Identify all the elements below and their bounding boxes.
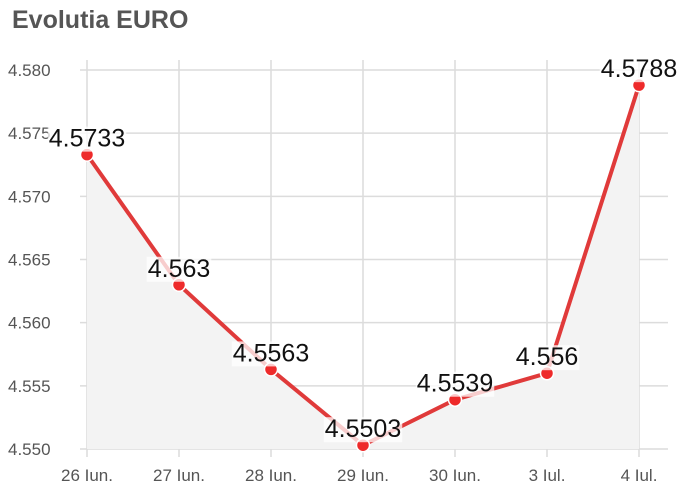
y-tick-label: 4.555 <box>8 377 51 396</box>
data-label: 4.5788 <box>601 55 677 83</box>
data-label: 4.5503 <box>325 415 401 443</box>
x-tick-label: 28 Iun. <box>245 466 297 485</box>
y-tick-label: 4.560 <box>8 314 51 333</box>
data-label: 4.5563 <box>233 339 309 367</box>
y-tick-label: 4.550 <box>8 440 51 459</box>
y-tick-label: 4.570 <box>8 187 51 206</box>
x-tick-label: 27 Iun. <box>153 466 205 485</box>
data-label-bg <box>415 371 495 397</box>
x-tick-label: 4 Iul. <box>621 466 658 485</box>
data-label-bg <box>231 341 311 367</box>
data-label-bg <box>514 345 580 371</box>
y-tick-label: 4.575 <box>8 124 51 143</box>
data-label-bg <box>146 256 212 282</box>
area-under-line <box>87 85 639 449</box>
x-tick-label: 29 Iun. <box>337 466 389 485</box>
axis-labels: 4.550 4.555 4.560 4.565 4.570 4.575 4.580 26 Iu… <box>8 61 657 485</box>
data-label: 4.5539 <box>417 370 493 398</box>
chart-title: Evolutia EURO <box>12 6 189 34</box>
data-label: 4.556 <box>516 343 579 371</box>
data-label-bg <box>599 57 679 83</box>
y-tick-label: 4.580 <box>8 61 51 80</box>
area-fill <box>87 85 639 449</box>
x-tick-label: 26 Iun. <box>61 466 113 485</box>
y-tick-label: 4.565 <box>8 251 51 270</box>
data-label: 4.563 <box>148 255 211 283</box>
x-tick-label: 30 Iun. <box>429 466 481 485</box>
data-label: 4.5733 <box>49 125 125 153</box>
data-labels: 4.5733 4.563 4.5563 4.5503 4.5539 4.556 4.5788 <box>47 55 679 443</box>
x-tick-label: 3 Iul. <box>529 466 566 485</box>
data-label-bg <box>323 417 403 443</box>
data-label-bg <box>47 126 127 152</box>
